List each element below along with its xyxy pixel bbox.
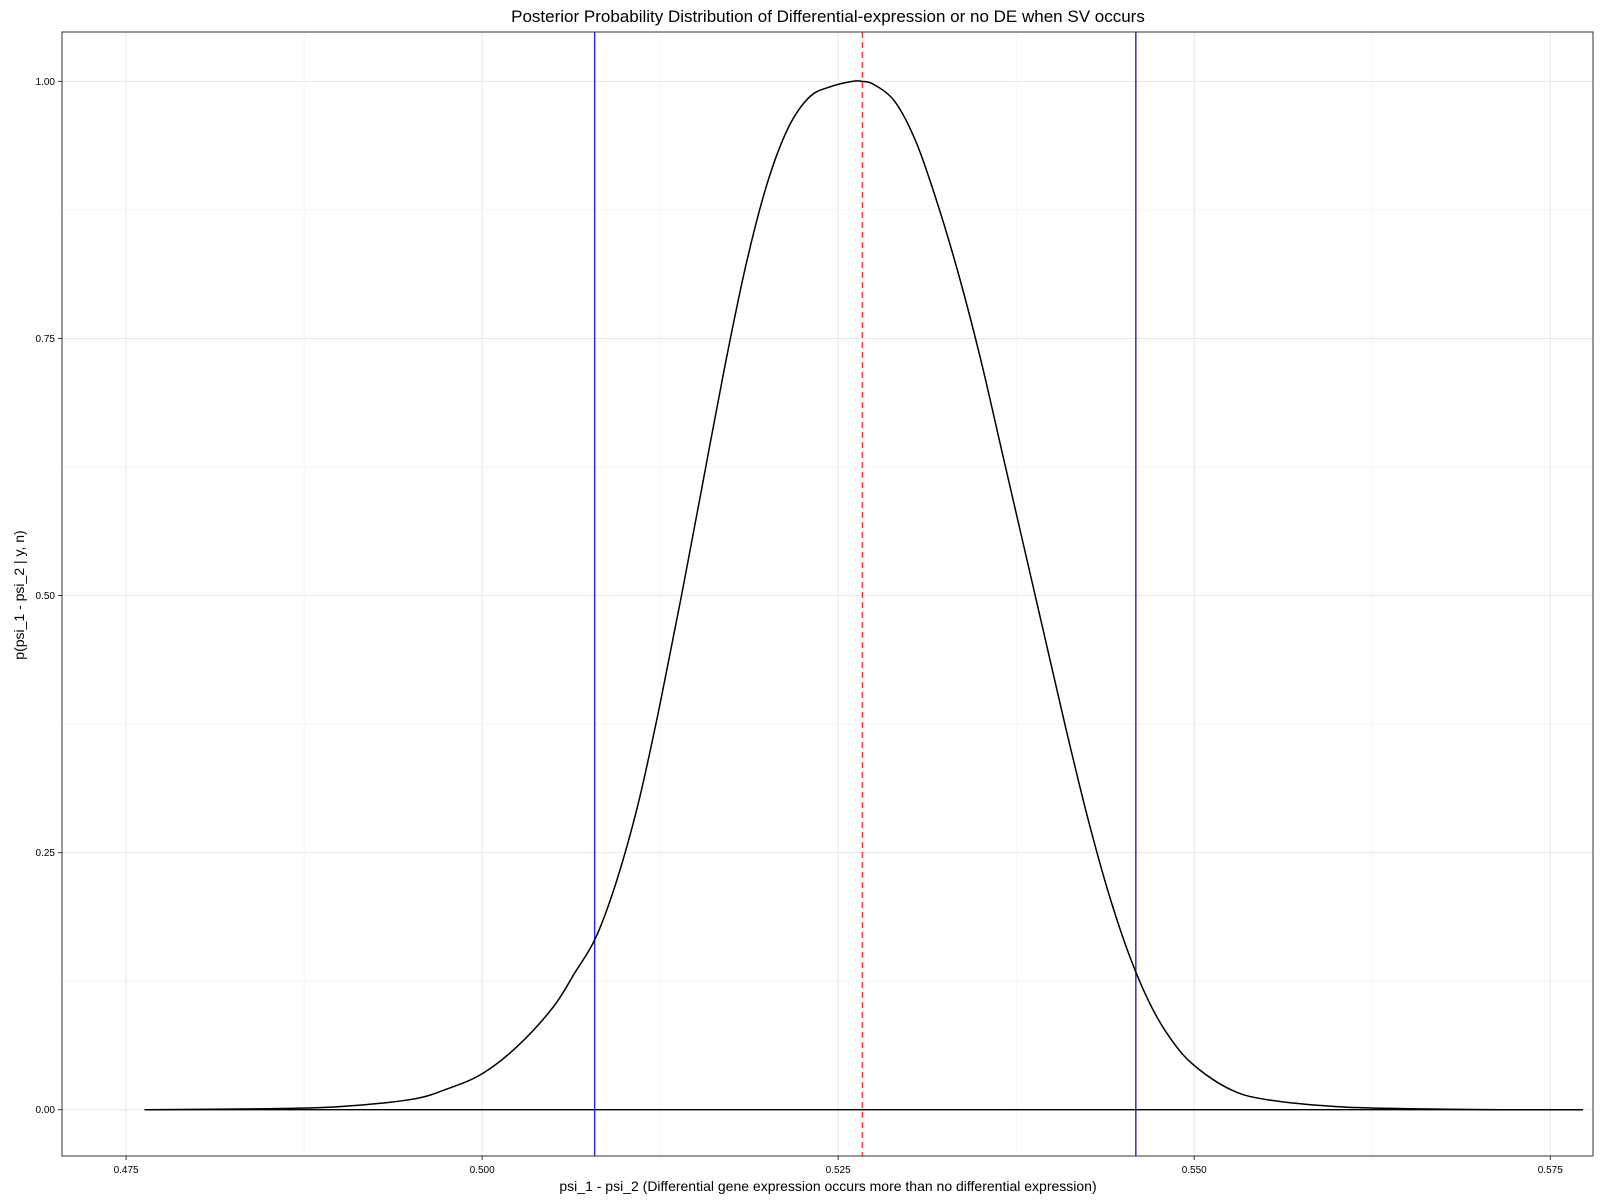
data-layer [144,32,1584,1156]
x-tick-label: 0.575 [1538,1165,1563,1176]
x-tick-label: 0.500 [470,1165,495,1176]
x-tick-label: 0.550 [1182,1165,1207,1176]
y-tick-label: 1.00 [36,77,56,88]
axis-layer: 0.475 0.500 0.525 0.550 0.575 0.00 0.25 0.50 0.7… [36,31,1594,1176]
density-curve [144,80,1584,1111]
chart-title: Posterior Probability Distribution of Di… [511,7,1145,26]
y-tick-label: 0.75 [36,334,56,345]
y-axis-title: p(psi_1 - psi_2 | y, n) [11,530,27,659]
x-axis-title: psi_1 - psi_2 (Differential gene express… [559,1178,1096,1194]
y-tick-label: 0.50 [36,591,56,602]
y-tick-label: 0.00 [36,1105,56,1116]
x-tick-label: 0.525 [826,1165,851,1176]
plot-panel-border [61,31,1594,1157]
y-tick-label: 0.25 [36,848,56,859]
x-tick-label: 0.475 [114,1165,139,1176]
